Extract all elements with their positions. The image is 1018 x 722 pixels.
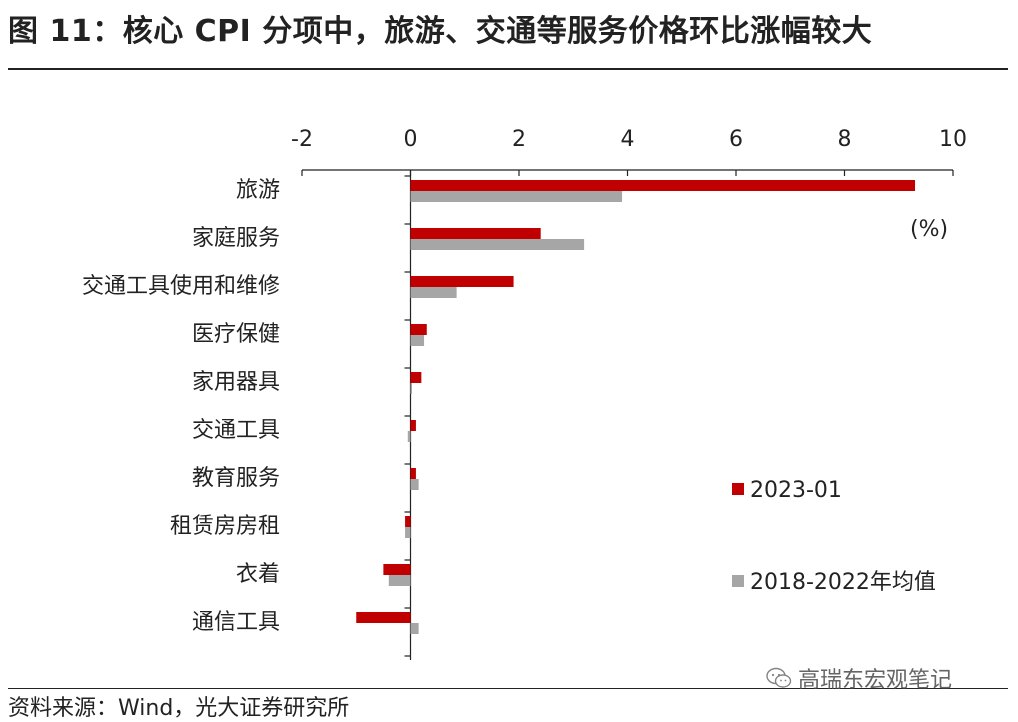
category-label: 衣着 — [236, 562, 280, 587]
bar-average — [410, 191, 623, 202]
bar-current — [405, 516, 411, 527]
bar-current — [410, 276, 514, 287]
x-tick-label: 0 — [404, 127, 418, 152]
bar-average — [410, 479, 419, 490]
bar-average — [410, 239, 585, 250]
bar-average — [410, 623, 419, 634]
category-axis: 旅游家庭服务交通工具使用和维修医疗保健家用器具交通工具教育服务租赁房房租衣着通信… — [82, 170, 412, 660]
legend-label: 2018-2022年均值 — [750, 570, 936, 595]
legend-swatch — [732, 483, 744, 495]
x-axis: -2 0 2 4 6 8 10 — [291, 127, 967, 176]
bottom-rule — [8, 688, 1008, 689]
x-tick-label: 4 — [621, 127, 635, 152]
wechat-icon — [766, 667, 792, 688]
bar-average — [410, 335, 425, 346]
category-label: 家用器具 — [192, 370, 280, 395]
bar-current — [410, 180, 916, 191]
x-tick-label: 2 — [512, 127, 526, 152]
bar-current — [410, 228, 541, 239]
bar-average — [407, 431, 411, 442]
category-label: 教育服务 — [192, 466, 280, 491]
bar-current — [410, 420, 416, 431]
watermark-text: 高瑞东宏观笔记 — [798, 668, 953, 693]
legend-label: 2023-01 — [750, 478, 842, 503]
category-label: 交通工具 — [192, 418, 280, 443]
bar-average — [410, 383, 412, 394]
x-tick-label: 10 — [939, 127, 967, 152]
top-rule — [8, 68, 1008, 70]
watermark: 高瑞东宏观笔记 — [766, 662, 952, 694]
bar-current — [383, 564, 411, 575]
bar-current — [410, 324, 427, 335]
bar-average — [405, 527, 411, 538]
legend: 2023-01 2018-2022年均值 — [732, 478, 936, 595]
bars — [356, 180, 916, 634]
category-label: 家庭服务 — [192, 226, 280, 251]
bar-average — [410, 287, 457, 298]
bar-current — [410, 372, 422, 383]
category-label: 旅游 — [236, 178, 280, 203]
chart-title: 图 11：核心 CPI 分项中，旅游、交通等服务价格环比涨幅较大 — [8, 14, 873, 49]
category-label: 通信工具 — [192, 610, 280, 635]
bar-current — [356, 612, 411, 623]
x-tick-label: 6 — [729, 127, 743, 152]
legend-swatch — [732, 575, 744, 587]
category-label: 医疗保健 — [192, 322, 280, 347]
unit-label: (%) — [910, 217, 948, 242]
source-note: 资料来源：Wind，光大证券研究所 — [8, 696, 350, 721]
category-label: 交通工具使用和维修 — [82, 274, 280, 299]
bar-average — [388, 575, 411, 586]
category-label: 租赁房房租 — [170, 514, 280, 539]
bar-current — [410, 468, 416, 479]
x-tick-label: -2 — [291, 127, 313, 152]
x-tick-label: 8 — [838, 127, 852, 152]
